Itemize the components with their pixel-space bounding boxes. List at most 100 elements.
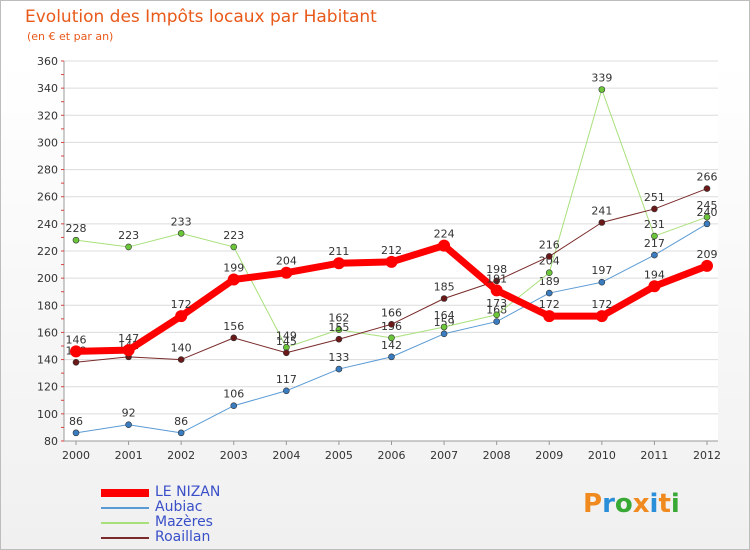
data-point-mazeres xyxy=(72,236,80,244)
y-tick-label: 200 xyxy=(37,272,58,285)
data-point-aubiac xyxy=(440,330,448,338)
logo-letter: P xyxy=(583,489,603,519)
x-tick-label: 2011 xyxy=(640,449,668,462)
data-label-aubiac: 217 xyxy=(644,237,665,250)
y-tick-label: 260 xyxy=(37,191,58,204)
data-label-aubiac: 117 xyxy=(276,373,297,386)
x-tick-label: 2010 xyxy=(588,449,616,462)
chart-subtitle: (en € et par an) xyxy=(27,30,114,43)
data-point-roaillan xyxy=(598,219,606,226)
data-label-mazeres: 228 xyxy=(66,222,87,235)
y-tick-label: 280 xyxy=(37,164,58,177)
data-label-le-nizan: 204 xyxy=(276,255,297,268)
data-point-roaillan xyxy=(545,253,553,260)
data-point-roaillan xyxy=(651,205,658,213)
data-point-mazeres xyxy=(493,311,500,319)
legend-swatch-roaillan xyxy=(101,536,149,539)
y-tick-label: 320 xyxy=(37,109,58,122)
data-point-roaillan xyxy=(440,295,448,302)
data-label-le-nizan: 211 xyxy=(328,245,349,258)
data-label-aubiac: 142 xyxy=(381,339,402,352)
data-label-mazeres: 223 xyxy=(223,229,244,242)
data-point-aubiac xyxy=(177,429,185,437)
data-label-aubiac: 189 xyxy=(539,275,560,288)
data-point-aubiac xyxy=(388,353,395,361)
logo-letter: o xyxy=(614,489,633,519)
y-tick-label: 180 xyxy=(37,299,58,312)
data-label-roaillan: 155 xyxy=(328,321,349,334)
data-point-le-nizan xyxy=(385,255,398,268)
data-label-le-nizan: 172 xyxy=(539,298,560,311)
data-point-le-nizan xyxy=(332,257,345,270)
logo-letter: r xyxy=(602,489,615,519)
data-label-le-nizan: 147 xyxy=(118,332,139,345)
data-point-roaillan xyxy=(335,335,343,343)
x-tick-label: 2000 xyxy=(62,449,90,462)
data-point-aubiac xyxy=(230,402,238,410)
legend-item-roaillan: Roaillan xyxy=(101,530,220,545)
y-tick-label: 300 xyxy=(37,136,58,149)
y-tick-label: 80 xyxy=(44,435,58,448)
data-label-le-nizan: 172 xyxy=(591,298,612,311)
data-label-roaillan: 251 xyxy=(644,191,665,204)
data-point-mazeres xyxy=(651,232,658,240)
data-label-mazeres: 245 xyxy=(697,199,718,212)
data-label-le-nizan: 146 xyxy=(66,333,87,346)
data-point-mazeres xyxy=(388,334,395,342)
data-label-mazeres: 149 xyxy=(276,329,297,342)
y-tick-label: 160 xyxy=(37,326,58,339)
data-label-le-nizan: 172 xyxy=(171,298,192,311)
data-point-mazeres xyxy=(703,213,711,221)
data-point-mazeres xyxy=(125,243,132,251)
y-tick-label: 100 xyxy=(37,408,58,421)
data-label-aubiac: 86 xyxy=(174,415,188,428)
legend-item-aubiac: Aubiac xyxy=(101,500,220,515)
legend-swatch-le-nizan xyxy=(101,488,149,497)
data-label-aubiac: 86 xyxy=(69,415,83,428)
data-label-roaillan: 156 xyxy=(223,320,244,333)
data-point-le-nizan xyxy=(438,239,451,252)
y-tick-label: 120 xyxy=(37,381,58,394)
data-point-aubiac xyxy=(598,278,606,286)
data-label-roaillan: 185 xyxy=(434,281,455,294)
legend-label-roaillan: Roaillan xyxy=(155,529,211,545)
data-label-mazeres: 173 xyxy=(486,297,507,310)
data-point-roaillan xyxy=(703,185,711,192)
data-point-le-nizan xyxy=(701,259,713,272)
data-point-le-nizan xyxy=(175,310,188,323)
data-point-roaillan xyxy=(230,334,238,342)
data-point-aubiac xyxy=(335,365,343,373)
data-label-roaillan: 216 xyxy=(539,238,560,251)
logo-letter: t xyxy=(658,489,671,519)
data-point-le-nizan xyxy=(543,310,556,323)
data-label-le-nizan: 194 xyxy=(644,268,665,281)
data-label-roaillan: 140 xyxy=(171,342,192,355)
data-point-aubiac xyxy=(72,429,80,437)
data-point-le-nizan xyxy=(70,345,82,358)
data-label-mazeres: 162 xyxy=(328,312,349,325)
logo-letter: i xyxy=(649,489,659,519)
data-label-roaillan: 241 xyxy=(591,205,612,218)
x-tick-label: 2001 xyxy=(115,449,143,462)
data-label-mazeres: 231 xyxy=(644,218,665,231)
data-label-roaillan: 266 xyxy=(697,171,718,184)
data-point-mazeres xyxy=(335,326,343,334)
y-tick-label: 360 xyxy=(37,55,58,68)
data-point-mazeres xyxy=(230,243,238,251)
data-point-roaillan xyxy=(388,320,395,328)
x-tick-label: 2007 xyxy=(430,449,458,462)
chart-legend: LE NIZAN Aubiac Mazères Roaillan xyxy=(101,485,220,545)
data-label-le-nizan: 199 xyxy=(223,262,244,275)
legend-swatch-mazeres xyxy=(101,521,149,524)
y-tick-label: 240 xyxy=(37,218,58,231)
data-point-aubiac xyxy=(651,251,658,259)
legend-label-le-nizan: LE NIZAN xyxy=(155,484,221,500)
data-point-le-nizan xyxy=(595,310,608,323)
data-label-mazeres: 164 xyxy=(434,309,455,322)
data-label-roaillan: 145 xyxy=(276,335,297,348)
data-label-mazeres: 339 xyxy=(591,72,612,85)
data-label-le-nizan: 209 xyxy=(697,248,718,261)
data-point-roaillan xyxy=(493,277,500,285)
y-tick-label: 140 xyxy=(37,354,58,367)
x-tick-label: 2002 xyxy=(167,449,195,462)
